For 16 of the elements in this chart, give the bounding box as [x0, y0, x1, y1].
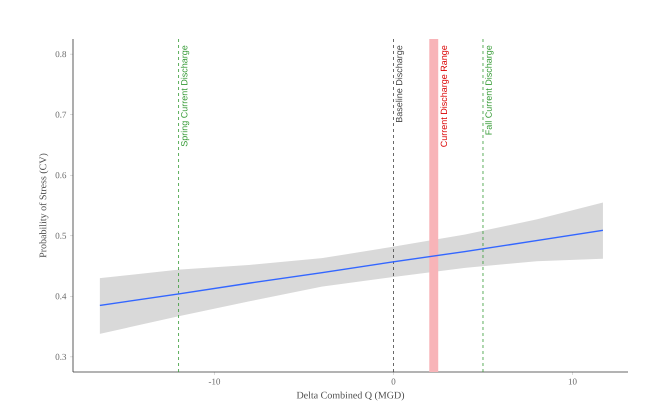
y-tick-label: 0.3 — [56, 354, 66, 360]
y-axis-title: Probability of Stress (CV) — [39, 154, 48, 258]
y-tick-label: 0.8 — [56, 51, 66, 58]
y-tick-label: 0.6 — [56, 172, 66, 178]
ref-line-label: Fall Current Discharge — [485, 46, 494, 134]
y-tick-label: 0.5 — [56, 232, 66, 239]
y-tick-label: 0.4 — [56, 293, 66, 300]
x-tick-label: -10 — [208, 378, 220, 385]
x-tick-label: 0 — [392, 378, 396, 385]
y-tick-label: 0.7 — [56, 112, 66, 118]
ref-line-label: Baseline Discharge — [396, 46, 404, 122]
ref-line-label: Spring Current Discharge — [180, 46, 190, 146]
band-label: Current Discharge Range — [440, 46, 449, 147]
line-series — [99, 230, 604, 306]
x-tick-label: 10 — [568, 378, 577, 385]
x-axis-title: Delta Combined Q (MGD) — [296, 391, 404, 401]
